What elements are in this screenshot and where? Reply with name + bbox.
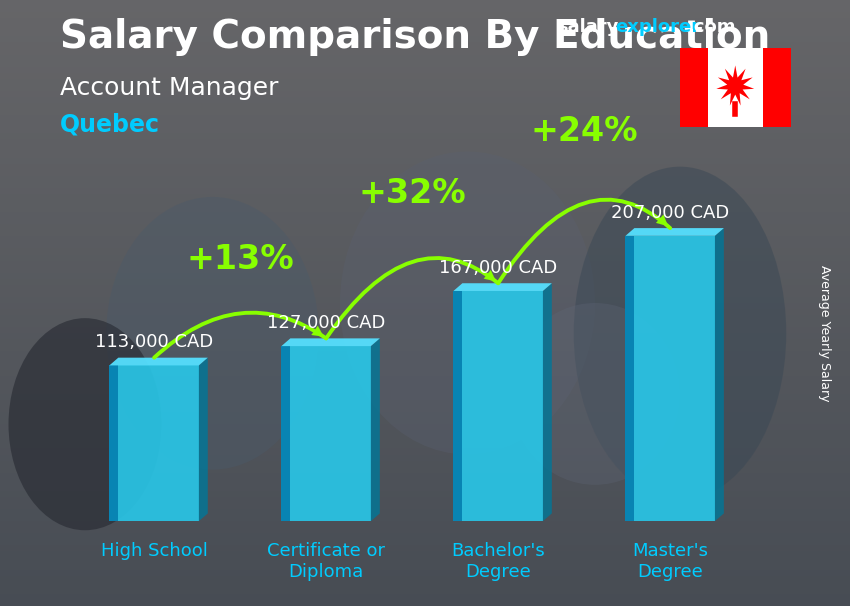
Polygon shape [715, 228, 724, 521]
Text: +24%: +24% [530, 115, 638, 148]
Text: Master's
Degree: Master's Degree [632, 542, 708, 581]
Text: Account Manager: Account Manager [60, 76, 278, 100]
Polygon shape [453, 283, 552, 291]
Text: 127,000 CAD: 127,000 CAD [267, 314, 385, 332]
Bar [453, 291, 543, 521]
Ellipse shape [106, 197, 319, 470]
Text: Certificate or
Diploma: Certificate or Diploma [267, 542, 385, 581]
Text: explorer: explorer [615, 18, 700, 36]
Text: Salary Comparison By Education: Salary Comparison By Education [60, 18, 770, 56]
Text: salary: salary [557, 18, 618, 36]
Ellipse shape [574, 167, 786, 500]
Text: Bachelor's
Degree: Bachelor's Degree [451, 542, 545, 581]
Bar [110, 365, 199, 521]
Text: 167,000 CAD: 167,000 CAD [439, 259, 558, 277]
Bar [281, 346, 291, 521]
Text: Average Yearly Salary: Average Yearly Salary [818, 265, 831, 402]
Polygon shape [626, 228, 724, 236]
Ellipse shape [510, 303, 680, 485]
Text: High School: High School [100, 542, 207, 561]
Bar [626, 236, 634, 521]
Text: +13%: +13% [186, 243, 294, 276]
Polygon shape [199, 358, 207, 521]
Polygon shape [281, 338, 380, 346]
Bar [110, 365, 118, 521]
Bar [281, 346, 371, 521]
Polygon shape [371, 338, 380, 521]
Text: .com: .com [687, 18, 735, 36]
Polygon shape [543, 283, 552, 521]
Bar [680, 48, 707, 127]
Bar [763, 48, 791, 127]
Polygon shape [110, 358, 207, 365]
Text: 207,000 CAD: 207,000 CAD [611, 204, 729, 222]
Bar [626, 236, 715, 521]
Ellipse shape [340, 152, 595, 454]
Bar [707, 48, 763, 127]
Text: +32%: +32% [359, 177, 466, 210]
Text: 113,000 CAD: 113,000 CAD [95, 333, 213, 351]
Ellipse shape [8, 318, 162, 530]
Bar [453, 291, 462, 521]
Text: Quebec: Quebec [60, 112, 160, 136]
Polygon shape [717, 65, 754, 105]
